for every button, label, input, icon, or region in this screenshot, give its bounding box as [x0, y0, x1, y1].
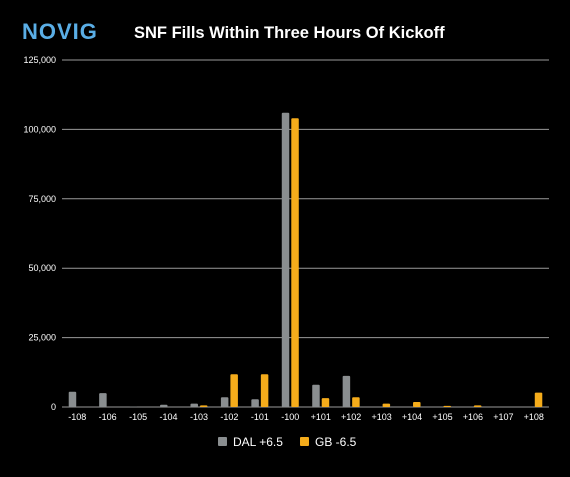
- x-tick-label: -101: [251, 412, 269, 422]
- bars: [68, 112, 543, 408]
- y-tick-label: 75,000: [28, 194, 56, 204]
- bar-dal--106: [99, 393, 107, 407]
- bar-gb-+103: [382, 403, 391, 407]
- bar-dal--102: [220, 397, 229, 407]
- x-tick-label: -104: [160, 412, 178, 422]
- bar-gb-+104: [413, 402, 421, 407]
- novig-logo: NOVIG: [22, 19, 98, 44]
- bar-dal-+101: [312, 384, 320, 407]
- x-tick-label: +103: [371, 412, 391, 422]
- legend-swatch-dal: [218, 437, 227, 446]
- x-tick-label: +105: [432, 412, 452, 422]
- bar-gb-+101: [321, 398, 330, 407]
- x-tick-label: -102: [220, 412, 238, 422]
- x-axis-tick-labels: -108 -106 -105 -104 -103 -102 -101 -100 +101 +102…: [68, 412, 544, 422]
- bar-dal--101: [251, 399, 259, 407]
- x-tick-label: -100: [281, 412, 299, 422]
- x-tick-label: -108: [68, 412, 86, 422]
- bar-dal--108: [68, 391, 77, 407]
- x-tick-label: -106: [99, 412, 117, 422]
- bar-gb--102: [230, 374, 238, 407]
- bar-dal--100: [281, 112, 290, 407]
- y-tick-label: 100,000: [23, 124, 56, 134]
- x-tick-label: +104: [402, 412, 422, 422]
- bar-gb--100: [291, 118, 299, 408]
- bar-dal--105: [129, 406, 138, 407]
- gridlines: [62, 59, 549, 408]
- x-tick-label: -103: [190, 412, 208, 422]
- y-tick-label: 25,000: [28, 333, 56, 343]
- x-tick-label: -105: [129, 412, 147, 422]
- bar-gb-+108: [534, 392, 543, 407]
- y-axis-tick-labels: 0 25,000 50,000 75,000 100,000 125,000: [23, 55, 56, 412]
- bar-gb-+105: [443, 405, 451, 407]
- bar-gb-+106: [473, 405, 482, 407]
- bar-dal--103: [190, 403, 198, 407]
- chart-title: SNF Fills Within Three Hours Of Kickoff: [134, 24, 445, 42]
- x-tick-label: +102: [341, 412, 361, 422]
- legend-label-dal: DAL +6.5: [233, 435, 283, 449]
- x-tick-label: +108: [524, 412, 544, 422]
- y-tick-label: 50,000: [28, 263, 56, 273]
- legend: DAL +6.5 GB -6.5: [218, 435, 357, 449]
- bar-dal--104: [160, 404, 168, 407]
- bar-gb--103: [199, 405, 208, 407]
- bar-dal-+102: [342, 375, 351, 407]
- legend-label-gb: GB -6.5: [315, 435, 357, 449]
- y-tick-label: 0: [51, 402, 56, 412]
- bar-gb--101: [260, 374, 269, 407]
- y-tick-label: 125,000: [23, 55, 56, 65]
- bar-gb-+102: [352, 397, 360, 407]
- x-tick-label: +106: [463, 412, 483, 422]
- x-tick-label: +107: [493, 412, 513, 422]
- x-tick-label: +101: [311, 412, 331, 422]
- legend-swatch-gb: [300, 437, 309, 446]
